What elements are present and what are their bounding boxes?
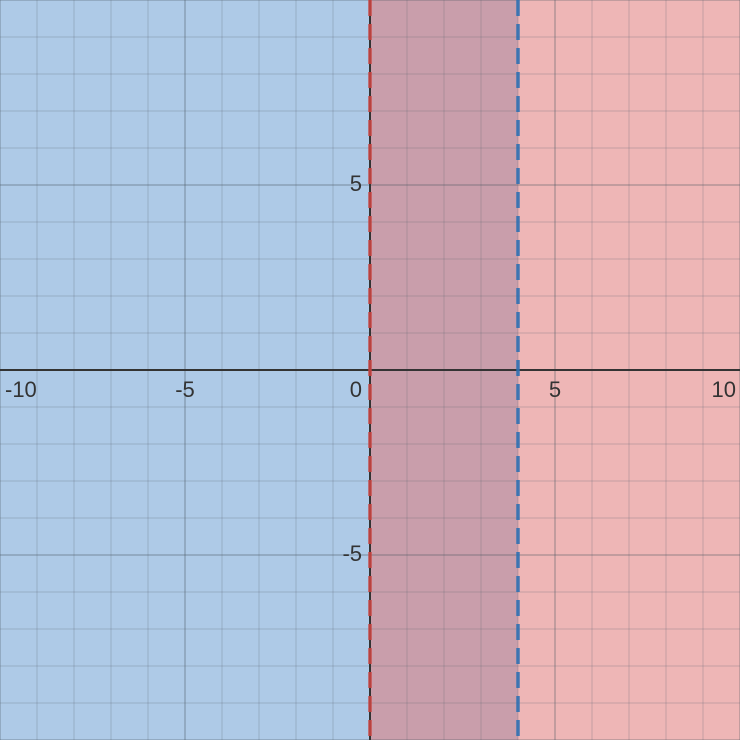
boundary-lines	[368, 0, 520, 740]
y-tick-label: -5	[342, 541, 362, 566]
x-tick-label: -5	[175, 377, 195, 402]
x-tick-label: 10	[712, 377, 736, 402]
x-tick-label: 0	[350, 377, 362, 402]
x-tick-label: 5	[549, 377, 561, 402]
y-tick-label: 5	[350, 171, 362, 196]
tick-labels: -10 -5 0 5 10 5 -5	[5, 171, 736, 566]
x-tick-label: -10	[5, 377, 37, 402]
